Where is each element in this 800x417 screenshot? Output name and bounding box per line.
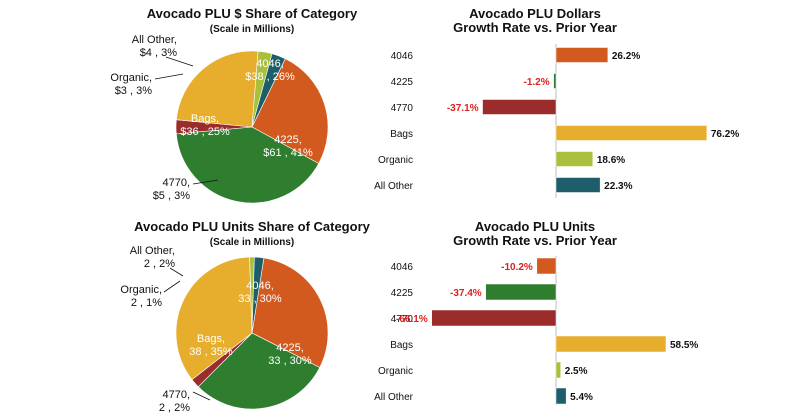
pie-label-4770-value: 2 , 2% [159,402,190,414]
pie-label-4225-name: 4225, [276,342,304,354]
bar-category-4225: 4225 [391,77,414,88]
leader-line-4770 [192,179,219,185]
pie-label-4046-value: $38 , 26% [245,71,295,83]
bar-value-bags: 58.5% [670,340,698,351]
bar-category-organic: Organic [378,366,413,377]
pie-label-4046-name: 4046, [256,58,284,70]
pie-label-4770-name: 4770, [162,177,190,189]
leader-line-organic [154,73,184,80]
bar-category-all-other: All Other [374,392,414,403]
pie-label-bags-value: 38 , 35% [189,346,233,358]
bar-category-4770: 4770 [391,314,414,325]
pie-slice-bags [176,50,259,128]
pie-label-bags-value: $36 , 25% [180,126,230,138]
bar-all-other [555,177,601,193]
bar-category-4770: 4770 [391,103,414,114]
bar-4046 [536,257,557,275]
bar-organic [555,361,561,379]
bar-4225 [553,73,557,89]
bar-category-organic: Organic [378,155,413,166]
bar-value-bags: 76.2% [711,129,739,140]
pie-label-4225-value: 33 , 30% [268,355,312,367]
bar-title: Avocado PLU Units [475,219,595,234]
bar-category-bags: Bags [390,129,413,140]
pie-label-bags-name: Bags, [197,333,225,345]
pie-title: Avocado PLU Units Share of Category [134,219,370,234]
pie-subtitle: (Scale in Millions) [210,24,294,35]
pie-slice-all-other [251,53,286,128]
pie-label-4046-value: 33 , 30% [238,293,282,305]
bar-category-4225: 4225 [391,288,414,299]
bar-4770 [431,309,557,327]
leader-line-all-other [169,267,184,277]
pie-slice-4225 [197,332,321,410]
bar-category-bags: Bags [390,340,413,351]
bar-all-other [555,387,567,405]
pie-label-4046-name: 4046, [246,280,274,292]
bar-value-4770: -37.1% [447,103,479,114]
pie-title: Avocado PLU $ Share of Category [147,6,358,21]
bar-category-4046: 4046 [391,262,414,273]
pie-label-4225-name: 4225, [274,134,302,146]
pie-subtitle: (Scale in Millions) [210,237,294,248]
bar-4770 [482,99,557,115]
bar-title: Avocado PLU Dollars [469,6,601,21]
bar-value-organic: 18.6% [597,155,625,166]
bar-value-4225: -37.4% [450,288,482,299]
pie-label-organic-name: Organic, [120,284,162,296]
bar-category-4046: 4046 [391,51,414,62]
pie-label-4225-value: $61 , 41% [263,147,313,159]
leader-line-all-other [165,56,194,67]
bar-value-all-other: 22.3% [604,181,632,192]
pie-label-all-other-name: All Other, [130,245,175,257]
pie-label-4770-name: 4770, [162,389,190,401]
leader-line-organic [163,280,181,293]
bar-title-line2: Growth Rate vs. Prior Year [453,20,617,35]
pie-label-bags-name: Bags, [191,113,219,125]
bar-bags [555,125,708,141]
bar-value-4046: 26.2% [612,51,640,62]
bar-bags [555,335,667,353]
bar-value-organic: 2.5% [565,366,588,377]
pie-label-all-other-value: 2 , 2% [144,258,175,270]
bar-value-4225: -1.2% [523,77,549,88]
bar-value-4770: -66.1% [396,314,428,325]
pie-label-organic-name: Organic, [110,72,152,84]
bar-value-all-other: 5.4% [570,392,593,403]
pie-slice-all-other [251,256,265,334]
pie-label-organic-value: $3 , 3% [115,85,153,97]
pie-label-all-other-name: All Other, [132,34,177,46]
bar-category-all-other: All Other [374,181,414,192]
pie-label-4770-value: $5 , 3% [153,190,191,202]
bar-title-line2: Growth Rate vs. Prior Year [453,233,617,248]
bar-organic [555,151,594,167]
pie-label-all-other-value: $4 , 3% [140,47,178,59]
bar-4225 [485,283,557,301]
bar-4046 [555,47,609,63]
bar-value-4046: -10.2% [501,262,533,273]
pie-slice-bags [175,256,253,381]
pie-label-organic-value: 2 , 1% [131,297,162,309]
pie-slice-4046 [251,257,329,368]
pie-slice-4225 [175,126,320,204]
leader-line-4770 [192,391,211,401]
